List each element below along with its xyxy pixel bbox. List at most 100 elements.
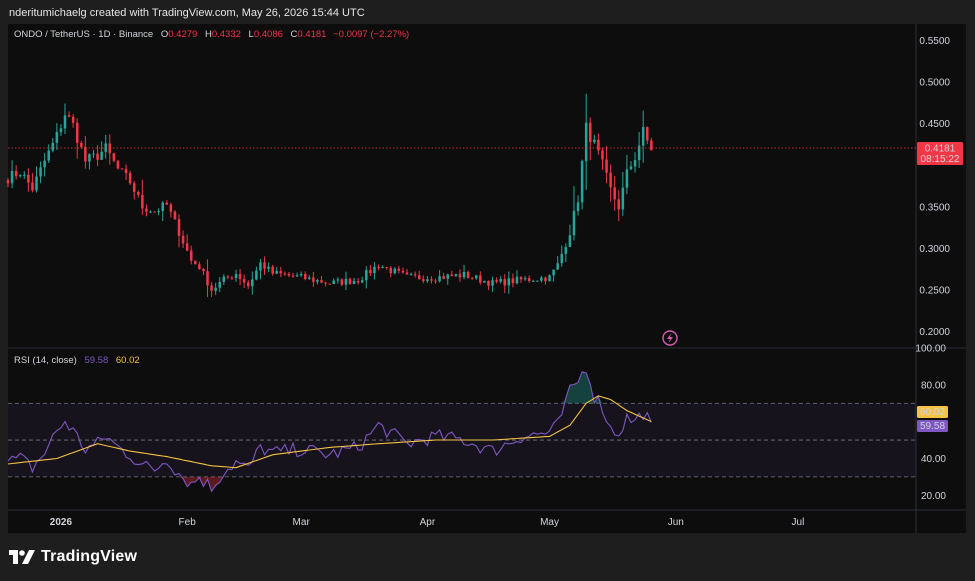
rsi-badge: 59.58 (917, 420, 948, 432)
price-tick-label: 0.2000 (919, 327, 950, 338)
candle-body (145, 208, 148, 212)
candle-body (271, 266, 274, 274)
candle-body (527, 278, 531, 281)
rsi-band-fill (8, 371, 916, 492)
candle-body (299, 273, 303, 276)
candle-body (633, 160, 637, 167)
rsi-ma-badge-value: 60.02 (920, 407, 945, 418)
symbol-legend[interactable]: ONDO / TetherUS · 1D · Binance O0.4279 H… (14, 29, 409, 40)
candle-body (499, 279, 502, 282)
candle-body (198, 264, 201, 270)
candle-body (572, 210, 576, 236)
candle-body (613, 187, 616, 200)
rsi-oversold-fill (215, 476, 220, 486)
price-tick-label: 0.4500 (919, 119, 950, 130)
candle-body (43, 160, 46, 168)
candle-body (202, 269, 205, 272)
candle-body (621, 187, 625, 210)
candle-body (422, 279, 425, 282)
candle-body (173, 211, 177, 220)
rsi-overbought-fill (582, 371, 587, 404)
grid-lines (8, 24, 966, 533)
rsi-line (7, 371, 652, 493)
open-label: O (160, 29, 169, 40)
candle-body (377, 266, 380, 268)
rsi-series (7, 371, 652, 493)
time-tick-label: May (540, 517, 559, 528)
candle-body (75, 122, 79, 143)
candle-body (39, 167, 42, 177)
symbol-title[interactable]: ONDO / TetherUS · 1D · Binance (14, 29, 154, 40)
price-tick-label: 0.2500 (919, 285, 950, 296)
candle-body (344, 278, 348, 285)
candle-body (153, 211, 156, 213)
candle-body (67, 115, 71, 117)
candle-body (605, 159, 608, 173)
rsi-tick-label: 20.00 (921, 491, 946, 502)
rsi-legend[interactable]: RSI (14, close) 59.58 60.02 (14, 355, 140, 366)
time-tick-label: Jun (668, 517, 684, 528)
candle-body (112, 153, 116, 161)
candle-body (588, 122, 592, 143)
chart-panel[interactable] (8, 24, 966, 533)
candle-body (47, 150, 50, 161)
axes: 0.5500 0.5000 0.4500 0.3500 0.3000 0.2500 0.20… (50, 36, 951, 528)
candle-body (332, 280, 336, 285)
candle-body (523, 278, 527, 280)
candle-body (450, 274, 454, 277)
candle-body (263, 262, 266, 269)
candle-body (116, 160, 120, 169)
flash-icon[interactable] (662, 330, 678, 346)
candle-body (381, 267, 384, 269)
candle-body (417, 275, 421, 280)
tradingview-logo-icon (9, 550, 35, 564)
rsi-overbought-fill (586, 372, 591, 404)
candle-body (401, 270, 405, 273)
candle-body (397, 268, 401, 271)
candle-body (51, 142, 55, 151)
candle-body (92, 153, 95, 155)
candle-body (483, 280, 486, 283)
snapshot-header: nderitumichaelg created with TradingView… (9, 7, 365, 19)
rsi-ma-legend-value: 60.02 (115, 355, 140, 366)
candle-body (63, 115, 67, 129)
candle-body (328, 283, 331, 285)
candle-body (646, 127, 649, 141)
candle-body (287, 273, 291, 276)
candle-body (601, 150, 604, 160)
candle-body (356, 281, 360, 283)
candlestick-series (6, 93, 653, 298)
candle-body (515, 276, 519, 284)
candle-body (454, 274, 458, 277)
candle-body (194, 260, 197, 265)
candle-body (55, 132, 59, 143)
candle-body (137, 191, 140, 195)
candle-body (373, 266, 376, 274)
high-value: 0.4332 (211, 29, 241, 40)
candle-body (446, 274, 450, 279)
candle-body (218, 281, 221, 288)
candle-body (560, 253, 564, 264)
candle-body (584, 122, 588, 161)
low-label: L (248, 29, 254, 40)
rsi-title[interactable]: RSI (14, close) (14, 355, 77, 366)
rsi-overbought-fill (569, 384, 574, 404)
candle-body (544, 277, 547, 282)
candle-body (641, 127, 645, 146)
tradingview-brand: TradingView (9, 548, 137, 566)
candle-body (360, 280, 364, 283)
rsi-badge-value: 59.58 (920, 421, 945, 432)
candle-body (568, 235, 572, 247)
rsi-oversold-fill (211, 476, 216, 492)
candle-body (242, 279, 246, 283)
candle-body (340, 279, 344, 285)
rsi-overbought-fill (573, 382, 579, 404)
candle-body (458, 274, 462, 278)
rsi-tick-label: 80.00 (921, 380, 946, 391)
candle-body (222, 276, 226, 282)
rsi-ma-badge: 60.02 (917, 406, 948, 418)
candle-body (434, 280, 437, 282)
candle-body (352, 281, 356, 285)
